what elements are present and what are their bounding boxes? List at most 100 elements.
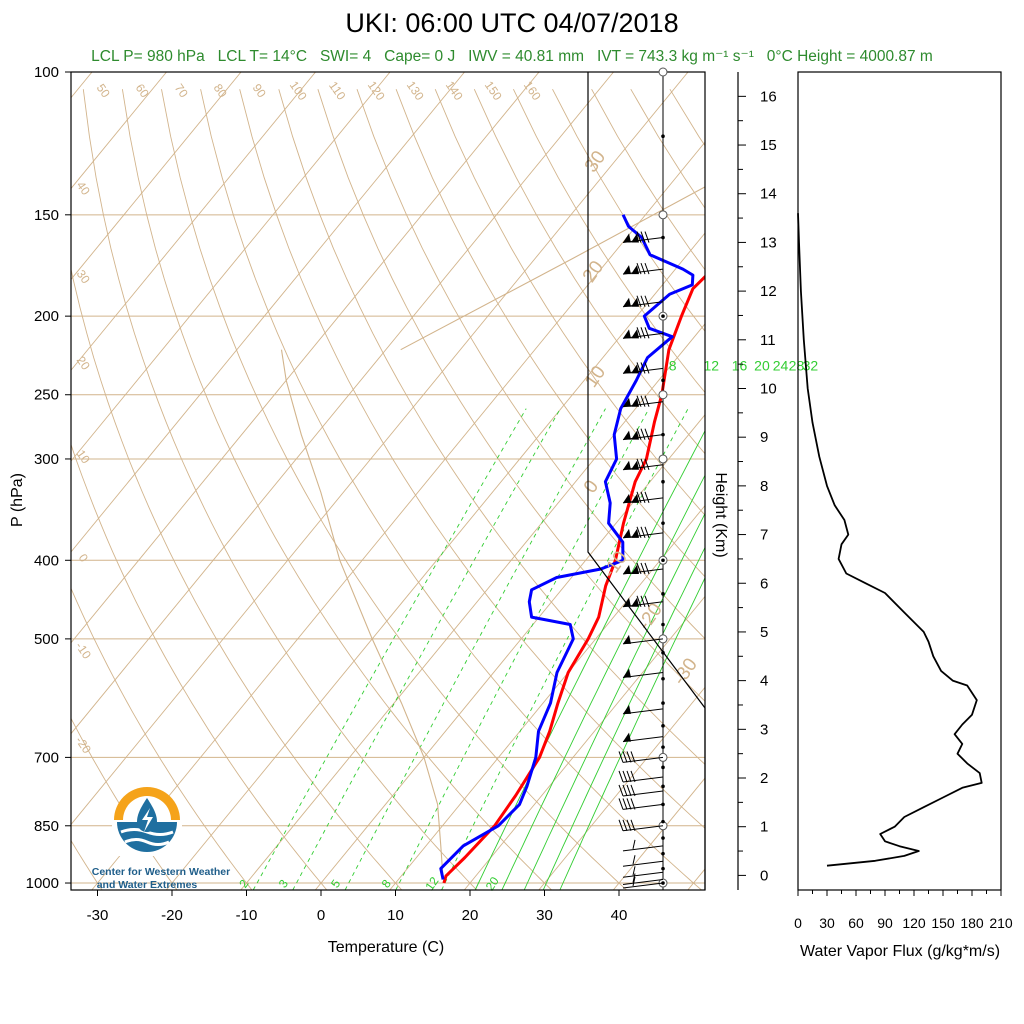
temperature-tick-label: 10: [387, 907, 404, 924]
height-tick-label: 13: [760, 234, 777, 251]
pressure-tick-label: 100: [34, 64, 59, 81]
temperature-tick-label: 0: [317, 907, 325, 924]
height-tick-label: 10: [760, 380, 777, 397]
left-edge-label: 20: [74, 354, 93, 373]
pressure-tick-label: 500: [34, 631, 59, 648]
isotherm-line: [389, 504, 705, 890]
height-tick-label: 11: [760, 332, 776, 349]
wind-barb: [622, 428, 664, 441]
isotherm-line: [762, 72, 1024, 890]
dry-adiabat-line: [748, 89, 1024, 900]
isotherm-line: [463, 595, 705, 890]
temperature-tick-label: -10: [236, 907, 258, 924]
dry-adiabat-line: [161, 89, 628, 890]
wind-barb: [622, 732, 664, 743]
left-edge-label: 10: [74, 447, 93, 466]
mixing-ratio-low-label: 3: [276, 877, 291, 891]
wind-barb: [622, 876, 664, 889]
flux-tick-label: 0: [794, 915, 802, 931]
height-tick-label: 2: [760, 770, 768, 787]
wind-level-dot: [661, 701, 665, 705]
flux-tick-label: 210: [989, 915, 1013, 931]
dry-adiabat-line: [71, 587, 253, 890]
adiabat-label: 120: [365, 78, 388, 103]
dry-adiabat-line: [121, 89, 553, 890]
wind-level-dot: [661, 622, 665, 627]
subtitle-zero-height: 0°C Height = 4000.87 m: [766, 48, 933, 65]
mixing-ratio-line: [252, 408, 527, 890]
wind-barb: [622, 262, 664, 275]
flux-panel-frame: [797, 71, 1002, 891]
dry-adiabat-line: [787, 89, 1024, 900]
wind-level-dot: [661, 866, 665, 871]
dry-adiabat-line: [71, 443, 328, 890]
adiabat-label: 50: [94, 81, 113, 100]
subtitle-ivt: IVT = 743.3 kg m⁻¹ s⁻¹: [596, 48, 754, 65]
mixing-ratio-low-label: 2: [236, 877, 251, 891]
mixing-ratio-line: [501, 474, 705, 890]
wind-barb: [622, 231, 664, 244]
wind-level-dot: [661, 851, 665, 856]
mixing-ratio-label: 20: [754, 357, 770, 373]
flux-tick-label: 60: [848, 915, 864, 931]
wind-barb: [622, 491, 664, 504]
adiabat-label: 60: [133, 81, 152, 100]
height-tick-label: 3: [760, 721, 768, 738]
height-tick-label: 5: [760, 624, 768, 641]
wind-barb: [618, 770, 664, 783]
wind-barb: [618, 784, 664, 797]
wind-level-dot: [661, 479, 665, 484]
pressure-tick-label: 200: [34, 308, 59, 325]
mixing-ratio-line: [292, 408, 561, 890]
wind-barb: [622, 362, 664, 374]
dewpoint-profile-line: [439, 214, 695, 880]
isotherm-line: [71, 72, 540, 644]
isotherm-line: [240, 323, 705, 890]
height-tick-label: 16: [760, 88, 777, 105]
dry-adiabat-line: [395, 89, 705, 578]
mixing-ratio-line: [395, 408, 650, 890]
adiabat-label: 90: [250, 81, 269, 100]
mixing-ratio-line: [523, 512, 705, 890]
pressure-tick-label: 400: [34, 552, 59, 569]
adiabat-label: 150: [482, 78, 505, 103]
isotherm-line: [538, 686, 705, 890]
height-tick-label: 12: [760, 283, 777, 300]
adiabat-label: 160: [521, 78, 544, 103]
wind-barb: [622, 395, 664, 408]
wind-barb: [622, 526, 664, 539]
pressure-tick-label: 1000: [26, 875, 59, 892]
height-tick-label: 1: [760, 819, 768, 836]
wvflux-profile-line: [797, 213, 983, 867]
temperature-axis-label: Temperature (C): [328, 939, 444, 956]
wind-level-dot: [661, 819, 665, 824]
wind-barb: [622, 668, 664, 678]
subtitle-lcl-p: LCL P= 980 hPa: [91, 48, 205, 65]
chart-subtitle: LCL P= 980 hPa LCL T= 14°C SWI= 4 Cape= …: [0, 47, 1024, 66]
left-edge-label: -20: [73, 734, 95, 757]
isotherm-label: -10: [599, 548, 632, 583]
dry-adiabat-line: [356, 89, 705, 640]
wind-level-dot: [661, 378, 665, 383]
pressure-tick-label: 700: [34, 749, 59, 766]
flux-tick-label: 90: [877, 915, 893, 931]
wind-level-circle: [658, 454, 668, 464]
dry-adiabat-line: [473, 89, 705, 455]
height-tick-label: 14: [760, 186, 777, 203]
parcel-path-line-upper: [400, 186, 705, 351]
adiabat-label: 130: [404, 78, 427, 103]
isotherm-label: 10: [581, 362, 610, 391]
height-tick-label: 7: [760, 527, 768, 544]
dry-adiabat-line: [630, 88, 705, 209]
parcel-path-line: [280, 349, 444, 880]
adiabat-label: 80: [211, 81, 230, 100]
height-tick-label: 6: [760, 575, 768, 592]
isotherm-line: [314, 414, 705, 890]
wind-level-dot: [661, 784, 665, 789]
temperature-profile-line: [442, 274, 705, 884]
skewt-frame: [70, 71, 706, 891]
flux-axis-label: Water Vapor Flux (g/kg*m/s): [800, 943, 1000, 960]
pressure-tick-label: 150: [34, 207, 59, 224]
isotherm-label: 0: [580, 476, 603, 497]
